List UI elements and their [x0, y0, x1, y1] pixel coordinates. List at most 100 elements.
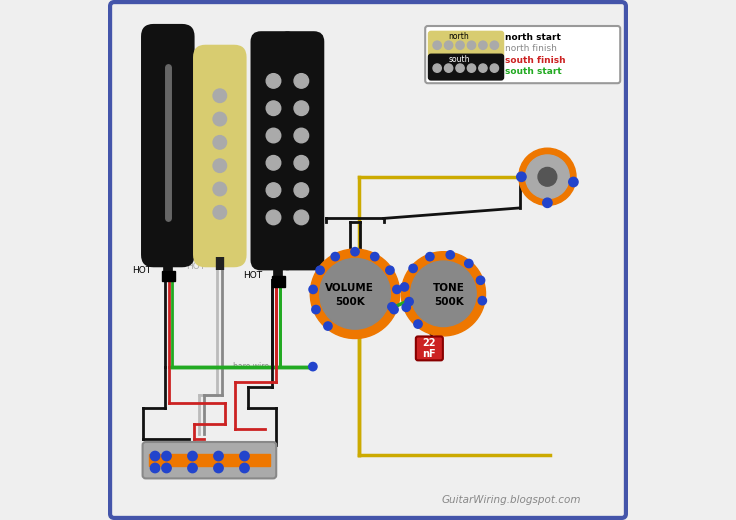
Bar: [149, 454, 270, 466]
Circle shape: [294, 101, 308, 115]
Circle shape: [476, 276, 485, 284]
FancyBboxPatch shape: [428, 54, 504, 81]
FancyBboxPatch shape: [143, 442, 276, 478]
Circle shape: [490, 41, 498, 49]
Text: 22
nF: 22 nF: [422, 338, 436, 359]
Circle shape: [445, 64, 453, 72]
Bar: [272, 276, 286, 287]
FancyBboxPatch shape: [278, 31, 325, 270]
Circle shape: [294, 74, 308, 88]
Circle shape: [324, 322, 332, 330]
Text: HOT: HOT: [186, 262, 205, 271]
Text: north start: north start: [505, 33, 561, 42]
Circle shape: [538, 167, 556, 186]
FancyBboxPatch shape: [141, 24, 194, 267]
Text: south: south: [448, 55, 470, 64]
Circle shape: [478, 41, 487, 49]
Text: 500K: 500K: [434, 296, 464, 307]
Circle shape: [213, 159, 227, 173]
Circle shape: [526, 155, 569, 199]
Circle shape: [542, 198, 552, 207]
Circle shape: [266, 74, 280, 88]
Circle shape: [188, 451, 197, 461]
Circle shape: [240, 463, 250, 473]
Text: north finish: north finish: [505, 44, 556, 54]
Circle shape: [517, 172, 526, 181]
Circle shape: [319, 258, 390, 329]
Circle shape: [409, 264, 417, 272]
FancyBboxPatch shape: [416, 336, 443, 360]
Circle shape: [214, 451, 223, 461]
Circle shape: [331, 252, 339, 261]
Circle shape: [519, 148, 576, 205]
Circle shape: [266, 183, 280, 198]
Circle shape: [388, 303, 396, 311]
Circle shape: [316, 266, 325, 275]
Text: north: north: [449, 32, 470, 42]
Text: VOLUME: VOLUME: [325, 282, 374, 293]
Circle shape: [150, 463, 160, 473]
Circle shape: [478, 64, 487, 72]
Circle shape: [312, 305, 320, 314]
Circle shape: [308, 362, 317, 371]
Circle shape: [294, 155, 308, 170]
Circle shape: [294, 183, 308, 198]
Circle shape: [294, 210, 308, 225]
FancyBboxPatch shape: [250, 31, 297, 270]
Circle shape: [266, 210, 280, 225]
Circle shape: [393, 285, 401, 294]
Circle shape: [425, 253, 434, 261]
Text: 500K: 500K: [335, 296, 364, 307]
Text: south finish: south finish: [505, 56, 565, 65]
Circle shape: [464, 259, 473, 268]
Circle shape: [411, 261, 476, 327]
Circle shape: [414, 320, 422, 328]
Circle shape: [213, 112, 227, 126]
Circle shape: [400, 283, 408, 291]
Circle shape: [213, 205, 227, 219]
Circle shape: [445, 41, 453, 49]
Circle shape: [456, 64, 464, 72]
Text: GuitarWiring.blogspot.com: GuitarWiring.blogspot.com: [442, 496, 581, 505]
Text: bare wire: bare wire: [233, 362, 269, 371]
Circle shape: [490, 64, 498, 72]
Circle shape: [371, 252, 379, 261]
Circle shape: [240, 451, 250, 461]
Circle shape: [188, 463, 197, 473]
FancyBboxPatch shape: [193, 45, 247, 267]
Circle shape: [569, 177, 578, 187]
Circle shape: [162, 451, 171, 461]
Text: HOT: HOT: [132, 266, 151, 275]
Bar: [162, 271, 175, 281]
Circle shape: [386, 266, 394, 275]
Circle shape: [213, 136, 227, 149]
Circle shape: [213, 89, 227, 102]
FancyBboxPatch shape: [425, 26, 620, 83]
Circle shape: [433, 64, 442, 72]
Circle shape: [467, 41, 475, 49]
Circle shape: [405, 297, 413, 306]
Circle shape: [401, 252, 486, 336]
Circle shape: [351, 248, 359, 256]
Circle shape: [309, 285, 317, 294]
Circle shape: [402, 303, 411, 311]
Circle shape: [446, 251, 454, 259]
Text: TONE: TONE: [433, 282, 464, 293]
Circle shape: [162, 463, 171, 473]
Circle shape: [433, 41, 442, 49]
Circle shape: [266, 155, 280, 170]
Circle shape: [266, 128, 280, 143]
FancyBboxPatch shape: [110, 2, 626, 518]
Circle shape: [311, 249, 400, 339]
Circle shape: [456, 41, 464, 49]
Text: HOT: HOT: [244, 271, 263, 280]
Circle shape: [150, 451, 160, 461]
Circle shape: [294, 128, 308, 143]
Circle shape: [390, 305, 398, 314]
Text: south start: south start: [505, 67, 562, 76]
Circle shape: [266, 101, 280, 115]
Circle shape: [478, 296, 486, 305]
Circle shape: [214, 463, 223, 473]
Circle shape: [213, 182, 227, 196]
FancyBboxPatch shape: [428, 31, 504, 58]
